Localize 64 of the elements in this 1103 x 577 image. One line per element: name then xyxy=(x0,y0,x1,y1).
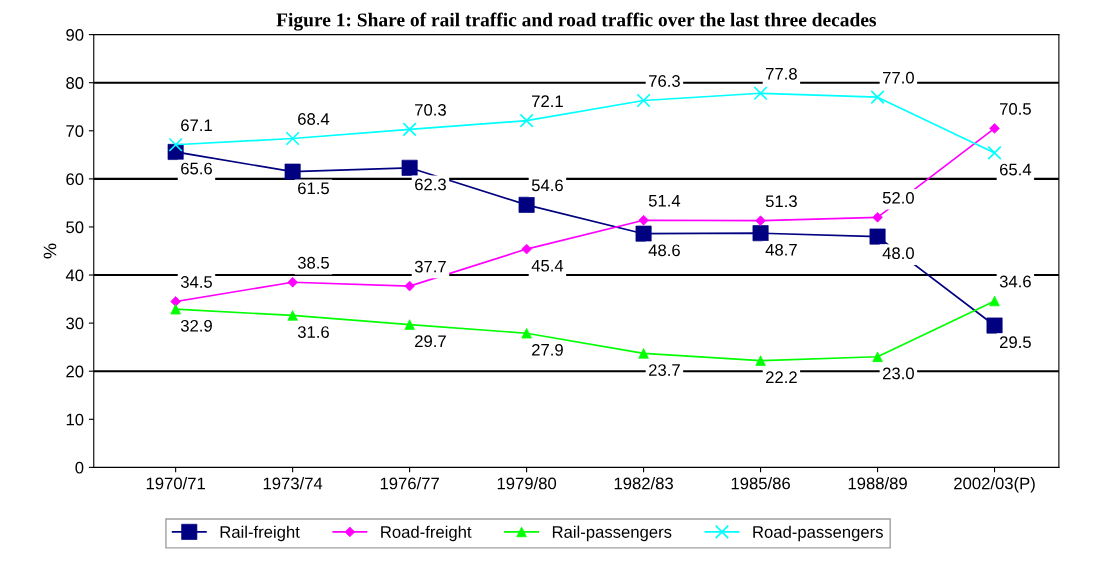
data-label: 31.6 xyxy=(297,326,329,338)
data-label: 23.0 xyxy=(883,367,914,380)
data-label: 67.1 xyxy=(181,119,212,132)
data-label: 65.6 xyxy=(181,162,212,175)
x-tick-label: 1985/86 xyxy=(731,477,790,490)
data-label: 48.7 xyxy=(765,243,797,256)
data-label: 29.7 xyxy=(415,335,446,348)
y-tick-label: 0 xyxy=(75,461,84,474)
x-tick-label: 1982/83 xyxy=(614,477,673,490)
legend-label: Road-freight xyxy=(381,525,472,542)
data-label: 65.4 xyxy=(1000,163,1032,176)
point xyxy=(987,145,1002,160)
data-label: 37.7 xyxy=(414,260,446,273)
x-tick-label: 2002/03(P) xyxy=(954,477,1035,493)
data-label: 70.5 xyxy=(1000,103,1031,115)
data-label: 51.4 xyxy=(648,195,681,207)
data-label: 72.1 xyxy=(532,95,563,107)
y-axis-title: % xyxy=(43,243,57,259)
data-label: 62.3 xyxy=(415,178,446,191)
data-label: 34.5 xyxy=(180,276,212,288)
data-label: 61.5 xyxy=(298,182,329,195)
point xyxy=(519,113,534,128)
data-label: 77.8 xyxy=(766,67,797,80)
data-label: 52.0 xyxy=(882,191,914,204)
y-tick-label: 30 xyxy=(66,317,84,330)
data-label: 27.9 xyxy=(532,343,563,356)
data-label: 48.6 xyxy=(648,244,680,257)
data-label: 54.6 xyxy=(531,179,563,192)
point xyxy=(870,90,885,105)
y-tick-label: 40 xyxy=(65,269,84,282)
data-label: 34.6 xyxy=(999,275,1031,288)
x-tick-label: 1970/71 xyxy=(146,477,205,490)
y-tick-label: 60 xyxy=(66,173,84,186)
x-tick-label: 1976/77 xyxy=(380,477,439,490)
data-label: 22.2 xyxy=(766,371,797,383)
y-tick-label: 80 xyxy=(66,77,84,89)
point xyxy=(285,131,300,146)
y-tick-label: 50 xyxy=(66,221,84,234)
data-label: 76.3 xyxy=(649,75,680,87)
legend-label: Rail-freight xyxy=(220,525,300,542)
data-label: 51.3 xyxy=(765,195,797,208)
y-tick-label: 20 xyxy=(66,365,84,378)
data-label: 29.5 xyxy=(999,336,1031,349)
y-tick-label: 10 xyxy=(66,413,84,426)
legend-label: Rail-passengers xyxy=(552,525,672,542)
data-label: 23.7 xyxy=(649,364,680,376)
data-label: 32.9 xyxy=(180,319,212,332)
chart-title: Figure 1: Share of rail traffic and road traffic over the last three decades xyxy=(276,12,877,31)
data-label: 70.3 xyxy=(415,103,446,116)
y-tick-label: 90 xyxy=(66,29,84,41)
y-tick-label: 70 xyxy=(66,125,84,137)
x-tick-label: 1988/89 xyxy=(848,477,907,490)
point xyxy=(402,122,417,137)
x-tick-label: 1979/80 xyxy=(497,477,557,490)
point xyxy=(753,86,768,101)
point xyxy=(636,93,651,108)
data-label: 68.4 xyxy=(298,113,330,125)
data-label: 48.0 xyxy=(882,247,914,260)
legend-label: Road-passengers xyxy=(753,525,883,542)
data-label: 45.4 xyxy=(531,259,564,272)
data-label: 38.5 xyxy=(297,256,329,269)
data-label: 77.0 xyxy=(883,71,914,84)
point xyxy=(168,137,183,152)
x-tick-label: 1973/74 xyxy=(263,477,323,490)
